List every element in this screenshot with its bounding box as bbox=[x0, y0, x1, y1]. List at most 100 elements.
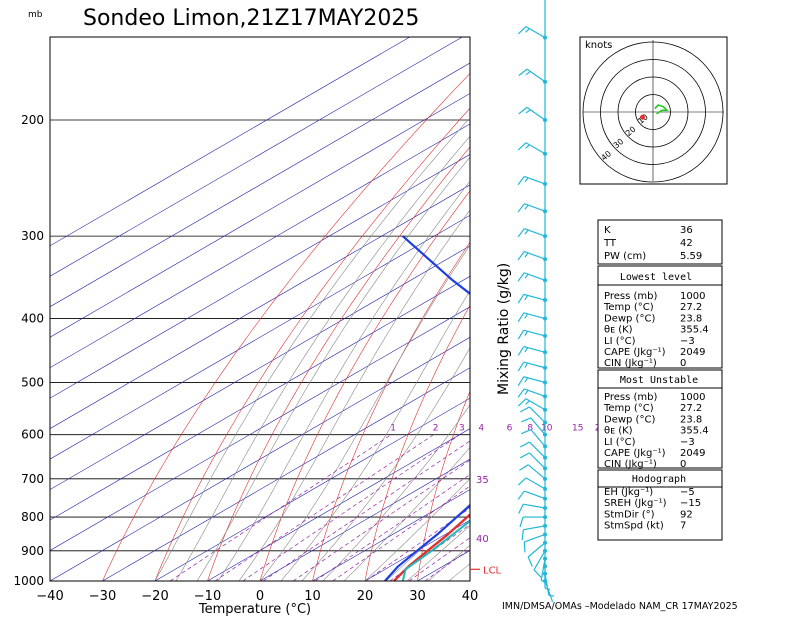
wind-barb-staff bbox=[524, 273, 545, 281]
wind-barb-staff bbox=[524, 229, 545, 237]
hodograph-knots-label: knots bbox=[585, 40, 612, 51]
wind-barb-flag bbox=[518, 27, 526, 34]
wind-barb-halfflag bbox=[526, 401, 530, 405]
wind-barb-flag bbox=[518, 294, 523, 303]
wind-barb-flag bbox=[520, 407, 529, 412]
wind-barb-halfflag bbox=[525, 274, 528, 278]
lowest-level-row-value: 355.4 bbox=[680, 325, 709, 336]
wind-barb-flag bbox=[518, 229, 524, 237]
pw-value: 5.59 bbox=[680, 251, 702, 262]
wind-barb-halfflag bbox=[525, 205, 528, 209]
most-unstable-row-label: CAPE (Jkg⁻¹) bbox=[604, 448, 666, 459]
wind-barb-flag bbox=[518, 330, 523, 339]
most-unstable-row-label: LI (°C) bbox=[604, 437, 636, 448]
wind-barb bbox=[518, 204, 547, 214]
most-unstable-row-value: 2049 bbox=[680, 448, 705, 459]
wind-barb-halfflag bbox=[526, 71, 530, 74]
most-unstable-row-value: 0 bbox=[680, 459, 686, 470]
mixing-ratio-label: 2 bbox=[433, 424, 439, 434]
k-label: K bbox=[604, 225, 611, 236]
pressure-tick-label: 400 bbox=[21, 312, 44, 326]
wind-barb-staff bbox=[526, 27, 545, 38]
pressure-tick-label: 700 bbox=[21, 472, 44, 486]
plot-frame bbox=[50, 37, 470, 581]
hodograph-table-row-value: −15 bbox=[680, 498, 701, 509]
k-value: 36 bbox=[680, 225, 693, 236]
wind-barb bbox=[518, 27, 547, 40]
wind-barb-staff bbox=[523, 526, 545, 530]
wind-barb-halfflag bbox=[525, 363, 528, 367]
lowest-level-row-label: Dewp (°C) bbox=[604, 313, 655, 324]
wind-barb-flag bbox=[518, 252, 524, 260]
wind-barb-staff bbox=[528, 465, 545, 479]
temperature-tick-label: −30 bbox=[89, 589, 116, 604]
hodograph-table-row-label: StmDir (°) bbox=[604, 509, 655, 520]
wind-barb bbox=[518, 313, 547, 322]
temperature-tick-label: −20 bbox=[141, 589, 168, 604]
dry-adiabat-line bbox=[208, 0, 627, 581]
mixing-ratio-label: 3 bbox=[459, 424, 465, 434]
wind-barb bbox=[518, 176, 547, 186]
wind-barb-staff bbox=[523, 504, 545, 508]
lowest-level-row-value: 27.2 bbox=[680, 302, 702, 313]
wind-barb-halfflag bbox=[526, 110, 530, 113]
lowest-level-row-label: CIN (Jkg⁻¹) bbox=[604, 358, 657, 369]
tt-value: 42 bbox=[680, 238, 693, 249]
mixing-ratio-label: 6 bbox=[507, 424, 513, 434]
wind-barb-flag bbox=[520, 442, 529, 447]
wind-barb-halfflag bbox=[525, 314, 528, 318]
wind-barb-flag bbox=[518, 362, 523, 371]
height-label: 40 bbox=[476, 534, 489, 545]
wind-barb-flag bbox=[518, 347, 523, 356]
wind-barb-staff bbox=[524, 389, 545, 397]
wind-barb-staff bbox=[524, 176, 545, 184]
moist-adiabat-line bbox=[218, 120, 519, 581]
wind-barb-flag bbox=[518, 377, 523, 386]
chart-title: Sondeo Limon,21Z17MAY2025 bbox=[83, 6, 419, 31]
wind-barb-halfflag bbox=[526, 145, 530, 149]
wind-barb-halfflag bbox=[525, 253, 528, 257]
temperature-tick-label: 40 bbox=[462, 589, 479, 604]
wind-barb bbox=[518, 229, 547, 239]
wind-barb bbox=[518, 362, 547, 371]
wind-barb bbox=[519, 504, 547, 513]
most-unstable-row-value: 27.2 bbox=[680, 403, 702, 414]
lowest-level-row-value: 2049 bbox=[680, 347, 705, 358]
wind-barb-halfflag bbox=[525, 390, 528, 394]
tt-label: TT bbox=[603, 238, 617, 249]
wind-barb bbox=[518, 478, 547, 491]
wind-barb-flag bbox=[518, 389, 524, 397]
wind-barb-halfflag bbox=[525, 230, 528, 234]
temperature-tick-label: 20 bbox=[357, 589, 374, 604]
wind-barb bbox=[518, 491, 547, 501]
most-unstable-row-value: −3 bbox=[680, 437, 695, 448]
wind-barb-staff bbox=[527, 107, 545, 120]
wind-barb-flag bbox=[528, 557, 532, 567]
wind-barb bbox=[518, 377, 547, 386]
most-unstable-row-label: Temp (°C) bbox=[603, 403, 654, 414]
wind-barb bbox=[520, 515, 547, 527]
lowest-level-row-value: −3 bbox=[680, 336, 695, 347]
lowest-level-row-value: 0 bbox=[680, 358, 686, 369]
most-unstable-row-value: 1000 bbox=[680, 392, 705, 403]
wind-barb-flag bbox=[522, 530, 523, 540]
hodograph-table-row-value: −5 bbox=[680, 487, 695, 498]
wind-barb-flag bbox=[524, 542, 525, 552]
wind-barb-flag bbox=[518, 478, 526, 485]
moist-adiabat-line bbox=[239, 120, 539, 581]
hodograph-table-row-label: SREH (Jkg⁻¹) bbox=[604, 498, 667, 509]
pressure-tick-label: 300 bbox=[21, 229, 44, 243]
wind-barb bbox=[519, 107, 547, 122]
wind-barb-flag bbox=[518, 273, 524, 281]
pressure-tick-label: 200 bbox=[21, 113, 44, 127]
wind-barb-staff bbox=[524, 252, 545, 260]
pressure-unit-label: mb bbox=[28, 10, 43, 20]
wind-barb-halfflag bbox=[525, 295, 528, 299]
wind-barb-staff bbox=[526, 478, 545, 489]
lowest-level-row-label: θᴇ (K) bbox=[604, 325, 633, 336]
lowest-level-row-label: LI (°C) bbox=[604, 336, 636, 347]
wind-barb-halfflag bbox=[545, 588, 550, 590]
most-unstable-row-label: Press (mb) bbox=[604, 392, 657, 403]
most-unstable-row-value: 23.8 bbox=[680, 414, 702, 425]
